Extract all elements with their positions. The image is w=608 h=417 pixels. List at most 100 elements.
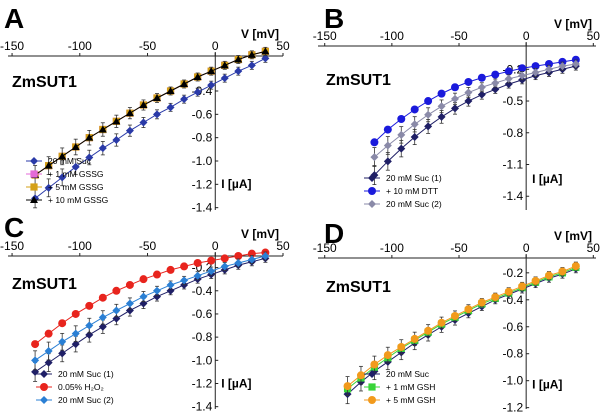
legend-marker — [30, 183, 38, 191]
legend-label: + 10 mM DTT — [386, 186, 438, 196]
data-point — [558, 62, 567, 71]
y-axis-label: I [µA] — [221, 377, 251, 391]
legend-marker — [368, 200, 376, 208]
panel-letter: D — [324, 218, 344, 249]
data-point — [44, 329, 53, 338]
data-point — [71, 329, 80, 338]
legend-marker — [30, 157, 38, 165]
panel-c: -150 -100 -50 0 50-0.2-0.4-0.6-0.8-1.0-1.2-1… — [0, 212, 290, 414]
legend-label: 0.05% H₂O₂ — [58, 382, 104, 392]
data-point — [220, 254, 229, 263]
x-tick-label: 0 — [212, 39, 219, 53]
data-point — [410, 132, 419, 141]
data-point — [71, 162, 80, 171]
data-point — [234, 55, 243, 63]
legend-label: 20 mM Suc (1) — [386, 173, 442, 183]
data-point — [491, 70, 500, 79]
data-point — [220, 74, 229, 83]
data-point — [261, 54, 270, 63]
data-point — [504, 67, 513, 76]
data-point — [464, 305, 473, 314]
data-point — [125, 280, 134, 289]
data-point — [531, 68, 540, 77]
data-point — [166, 103, 175, 112]
data-point — [424, 326, 433, 335]
legend-label: + 1 mM GSH — [386, 382, 435, 392]
data-point — [180, 276, 189, 285]
y-tick-label: -1.0 — [192, 154, 213, 168]
data-point — [477, 83, 486, 92]
x-tick-label: 50 — [587, 241, 601, 255]
data-point — [153, 270, 162, 279]
legend-marker — [368, 370, 376, 378]
x-tick-label: -50 — [450, 241, 468, 255]
legend-marker — [40, 396, 48, 404]
data-point — [370, 153, 379, 162]
data-point — [44, 161, 53, 169]
y-tick-label: -0.8 — [502, 126, 523, 140]
data-point — [125, 306, 134, 315]
series-line — [374, 65, 576, 176]
data-point — [464, 88, 473, 97]
data-point — [504, 80, 513, 89]
data-point — [112, 117, 121, 125]
data-point — [220, 262, 229, 271]
panel-b: -150 -100 -50 0 50-0.2-0.5-0.8-1.1-1.4V [mV]… — [313, 3, 600, 210]
data-point — [98, 313, 107, 322]
data-point — [44, 358, 53, 367]
data-point — [98, 125, 107, 133]
series-line — [374, 63, 576, 158]
data-point — [410, 120, 419, 129]
legend-marker — [40, 370, 48, 378]
data-point — [571, 59, 580, 68]
y-tick-label: -0.4 — [192, 284, 213, 298]
data-point — [139, 275, 148, 284]
data-point — [139, 292, 148, 301]
data-point — [450, 104, 459, 113]
data-point — [397, 342, 406, 351]
data-point — [112, 286, 121, 295]
y-tick-label: -0.2 — [502, 266, 523, 280]
panel-letter: A — [4, 3, 24, 34]
legend-marker — [368, 383, 376, 391]
y-tick-label: -1.2 — [192, 177, 213, 191]
data-point — [370, 138, 379, 147]
data-point — [261, 252, 270, 260]
data-point — [58, 349, 67, 358]
x-tick-label: 0 — [523, 29, 530, 43]
legend-label: 20 mM Suc — [48, 156, 92, 166]
x-tick-label: 50 — [276, 239, 290, 253]
data-point — [180, 280, 189, 289]
data-point — [139, 101, 148, 108]
data-point — [98, 293, 107, 302]
data-point — [544, 271, 553, 280]
data-point — [234, 252, 243, 260]
y-tick-label: -1.4 — [192, 201, 213, 215]
data-point — [504, 74, 513, 83]
data-point — [247, 255, 256, 264]
data-point — [153, 94, 162, 101]
data-point — [383, 351, 392, 360]
data-point — [383, 157, 392, 166]
data-point — [153, 292, 162, 301]
y-axis-label: I [µA] — [532, 378, 562, 392]
data-point — [464, 77, 473, 86]
data-point — [424, 122, 433, 131]
data-point — [504, 287, 513, 296]
data-point — [477, 298, 486, 307]
data-point — [450, 94, 459, 103]
y-tick-label: -0.5 — [502, 94, 523, 108]
y-tick-label: -1.0 — [502, 374, 523, 388]
data-point — [71, 340, 80, 349]
legend-marker — [368, 396, 376, 404]
y-axis-label: I [µA] — [221, 177, 251, 191]
x-tick-label: 0 — [212, 239, 219, 253]
x-tick-label: -150 — [313, 29, 337, 43]
x-tick-label: -100 — [68, 39, 92, 53]
data-point — [410, 334, 419, 343]
panel-letter: B — [324, 3, 344, 34]
y-tick-label: -0.8 — [192, 131, 213, 145]
legend-marker — [40, 383, 48, 391]
data-point — [180, 262, 189, 271]
